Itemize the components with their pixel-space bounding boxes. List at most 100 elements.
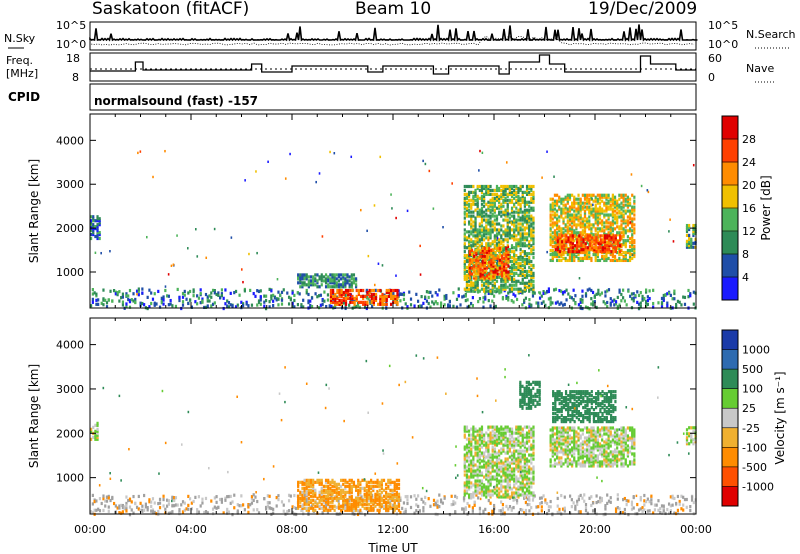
power-cell [396,290,399,295]
power-cell [591,244,594,248]
power-cell [498,244,501,248]
power-cell [487,222,490,226]
power-cell [510,246,514,250]
power-cell [95,298,98,302]
power-cell [633,245,636,249]
velocity-cell [576,502,579,506]
power-cell [480,190,484,195]
velocity-cell [639,495,642,500]
power-cell [580,236,583,240]
velocity-cell [270,506,273,511]
power-cell [501,297,505,301]
power-cell [594,199,597,203]
power-cell [510,259,514,264]
velocity-cell [465,429,469,433]
velocity-cell [387,486,390,490]
power-cell [478,184,481,189]
velocity-cell [474,441,477,445]
power-cell [346,275,349,279]
velocity-cell [333,490,336,494]
power-cell [525,184,529,189]
power-cell [307,300,310,305]
power-cell [337,285,341,289]
power-cell [358,305,361,309]
power-cell [479,250,482,254]
power-cell [556,240,559,244]
power-cell [515,184,518,189]
power-cell [581,201,584,205]
power-cell [465,257,469,262]
power-cell [496,266,499,270]
velocity-cell [316,478,319,482]
power-cell [463,234,466,238]
power-cell [461,295,464,299]
velocity-cell [397,508,401,512]
power-cell [348,279,351,283]
power-cell [519,232,522,236]
velocity-cell [320,494,323,498]
power-cell [368,290,371,295]
power-cell [517,242,520,246]
power-cell [660,302,664,306]
power-cell [571,213,574,217]
power-cell [576,238,579,242]
power-cell [157,289,160,294]
power-cell [603,250,607,254]
power-cell [604,302,607,306]
power-cell [579,201,582,205]
velocity-cell [322,484,326,488]
power-cell [485,236,488,240]
velocity-cell [485,441,488,445]
power-cell [489,200,492,204]
power-cell [604,294,607,298]
power-cell [528,224,531,228]
power-cell [508,248,511,252]
power-cell [470,287,473,291]
power-cell [504,190,507,195]
velocity-cell [528,509,531,513]
power-cell [553,175,555,178]
power-cell [493,192,496,196]
velocity-cell [231,500,234,504]
power-cell [633,231,636,235]
velocity-cell [174,496,178,500]
power-cell [631,219,634,223]
power-cell [579,300,582,304]
power-cell [488,246,491,250]
velocity-cell [467,481,471,485]
power-cell [340,290,343,295]
velocity-cell [303,502,306,506]
velocity-cell [577,510,581,514]
power-cell [491,220,494,224]
power-cell [523,269,526,274]
power-cell [607,217,610,221]
power-cell [438,288,441,292]
power-cell [567,240,570,244]
power-cell [381,302,384,306]
power-cell [480,186,484,191]
power-cell [692,302,695,306]
velocity-cell [493,447,496,451]
velocity-cell [464,506,467,510]
power-cell [567,292,570,296]
power-cell [498,188,501,193]
power-cell [588,219,591,223]
power-cell [502,238,505,242]
power-cell [510,186,514,191]
power-cell [475,260,478,264]
velocity-cell [307,492,310,496]
power-cell [474,198,477,202]
power-cell [584,236,587,240]
power-cell [280,290,284,294]
power-cell [498,186,501,191]
power-cell [187,301,190,306]
power-cell [607,256,610,261]
power-cell [145,235,148,239]
power-cell [507,252,510,256]
power-cell [291,289,294,293]
velocity-cell [470,443,473,447]
power-cell [315,180,317,184]
velocity-cell [303,482,306,486]
power-cell [528,210,531,214]
power-cell [538,296,542,300]
